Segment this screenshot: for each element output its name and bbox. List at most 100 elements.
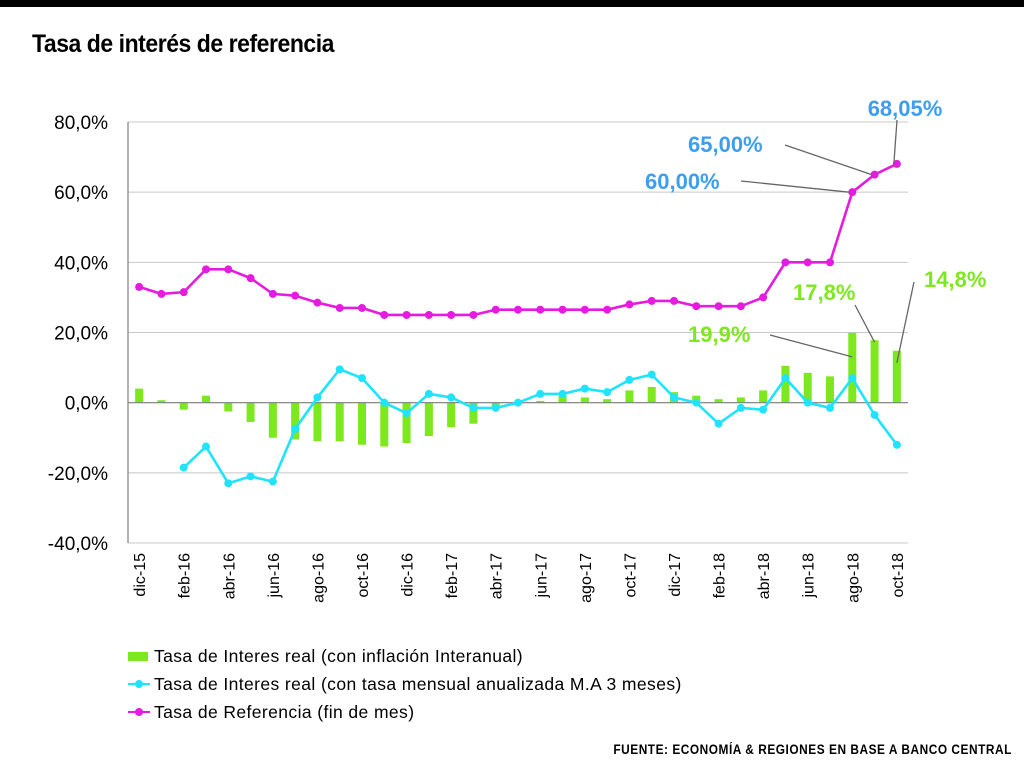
reference-rate-point — [491, 305, 500, 314]
real-rate-point — [848, 374, 857, 383]
annotation-leader — [854, 304, 876, 343]
bar — [625, 390, 634, 403]
bar — [736, 397, 745, 403]
reference-rate-point — [759, 293, 768, 302]
bar — [580, 397, 589, 403]
reference-rate-point — [291, 291, 300, 300]
y-tick-label: 20,0% — [54, 324, 108, 345]
bar — [201, 395, 211, 403]
bar — [157, 400, 166, 403]
bar — [224, 402, 233, 412]
annotation-label: 17,8% — [793, 280, 855, 305]
reference-rate-point — [202, 265, 210, 274]
real-rate-point — [469, 403, 478, 412]
y-tick-label: -40,0% — [48, 534, 108, 555]
reference-rate-point — [714, 302, 723, 311]
x-tick-label: dic-15 — [132, 553, 149, 597]
reference-rate-point — [870, 170, 879, 179]
reference-rate-point — [514, 305, 522, 314]
legend-label: Tasa de Referencia (fin de mes) — [154, 701, 415, 722]
x-tick-label: dic-16 — [400, 553, 417, 597]
real-rate-point — [647, 370, 656, 379]
reference-rate-point — [625, 300, 634, 309]
top-border — [0, 0, 1024, 7]
reference-rate-point — [358, 303, 366, 312]
bar — [892, 350, 901, 403]
annotation-label: 14,8% — [924, 267, 986, 292]
real-rate-point — [536, 389, 545, 398]
y-tick-label: 0,0% — [65, 394, 108, 415]
real-rate-point — [380, 398, 389, 407]
bar — [870, 340, 879, 403]
legend-swatch-line-icon — [128, 678, 150, 690]
legend-item-real-interanual: Tasa de Interes real (con inflación Inte… — [128, 642, 682, 670]
legend-swatch-bar-icon — [128, 650, 150, 662]
x-tick-label: oct-16 — [355, 553, 372, 598]
real-rate-point — [870, 410, 879, 419]
reference-rate-point — [580, 305, 589, 314]
reference-rate-point — [424, 310, 433, 319]
bar — [848, 332, 857, 403]
reference-rate-point — [469, 310, 478, 319]
bar — [402, 402, 411, 444]
real-rate-point — [826, 403, 834, 412]
x-tick-label: abr-17 — [489, 553, 506, 599]
real-rate-point — [781, 374, 790, 383]
real-rate-point — [224, 479, 233, 488]
reference-rate-point — [603, 305, 612, 314]
reference-rate-point — [892, 159, 901, 168]
x-tick-label: feb-18 — [712, 553, 729, 598]
bar — [825, 376, 835, 403]
bar — [647, 386, 656, 403]
bar-swatch — [128, 652, 148, 661]
x-tick-label: jun-16 — [266, 553, 283, 599]
legend-label: Tasa de Interes real (con inflación Inte… — [154, 645, 523, 666]
x-tick-label: feb-17 — [444, 553, 461, 598]
real-rate-point — [603, 388, 612, 397]
reference-rate-point — [670, 296, 678, 305]
annotation-leader — [784, 144, 872, 176]
y-tick-label: -20,0% — [48, 464, 108, 485]
reference-rate-point — [246, 274, 255, 283]
real-rate-point — [291, 424, 300, 433]
bar — [313, 402, 322, 442]
dot-swatch — [135, 680, 143, 688]
real-rate-point — [625, 375, 634, 384]
real-rate-point — [179, 463, 188, 472]
bar — [603, 399, 612, 403]
reference-rate-point — [647, 296, 656, 305]
source-note: FUENTE: ECONOMÍA & REGIONES EN BASE A BA… — [613, 742, 1012, 757]
chart: -40,0% -20,0% 0,0% 20,0% 40,0% 60,0% 80,0% dic-… — [48, 96, 987, 603]
reference-rate-point — [135, 282, 144, 291]
bar — [380, 402, 389, 447]
reference-rate-point — [157, 289, 166, 298]
bar — [268, 402, 277, 438]
annotation-label: 68,05% — [868, 96, 943, 121]
bar — [759, 390, 768, 403]
reference-rate-point — [536, 305, 545, 314]
real-rate-point — [580, 384, 589, 393]
reference-rate-line — [138, 162, 898, 317]
reference-rate-point — [781, 258, 790, 267]
legend-label: Tasa de Interes real (con tasa mensual a… — [154, 673, 682, 694]
bar — [469, 402, 478, 424]
x-tick-label: oct-17 — [622, 553, 639, 598]
real-rate-point — [514, 398, 522, 407]
real-rate-point — [692, 398, 701, 407]
bar — [135, 388, 144, 403]
reference-rate-point — [402, 310, 411, 319]
x-tick-label: jun-18 — [801, 553, 818, 599]
bar — [179, 402, 188, 410]
reference-rate-point — [736, 302, 745, 311]
x-tick-label: abr-18 — [756, 553, 773, 599]
real-rate-point — [202, 442, 210, 451]
x-tick-label: ago-18 — [845, 553, 862, 603]
reference-rate-point — [268, 289, 277, 298]
legend-item-real-mensual: Tasa de Interes real (con tasa mensual a… — [128, 670, 682, 698]
x-tick-label: oct-18 — [890, 553, 907, 598]
reference-rate-point — [313, 298, 322, 307]
real-rate-point — [491, 403, 500, 412]
legend-item-referencia: Tasa de Referencia (fin de mes) — [128, 698, 682, 726]
y-tick-label: 60,0% — [54, 183, 108, 204]
bar — [803, 372, 812, 403]
